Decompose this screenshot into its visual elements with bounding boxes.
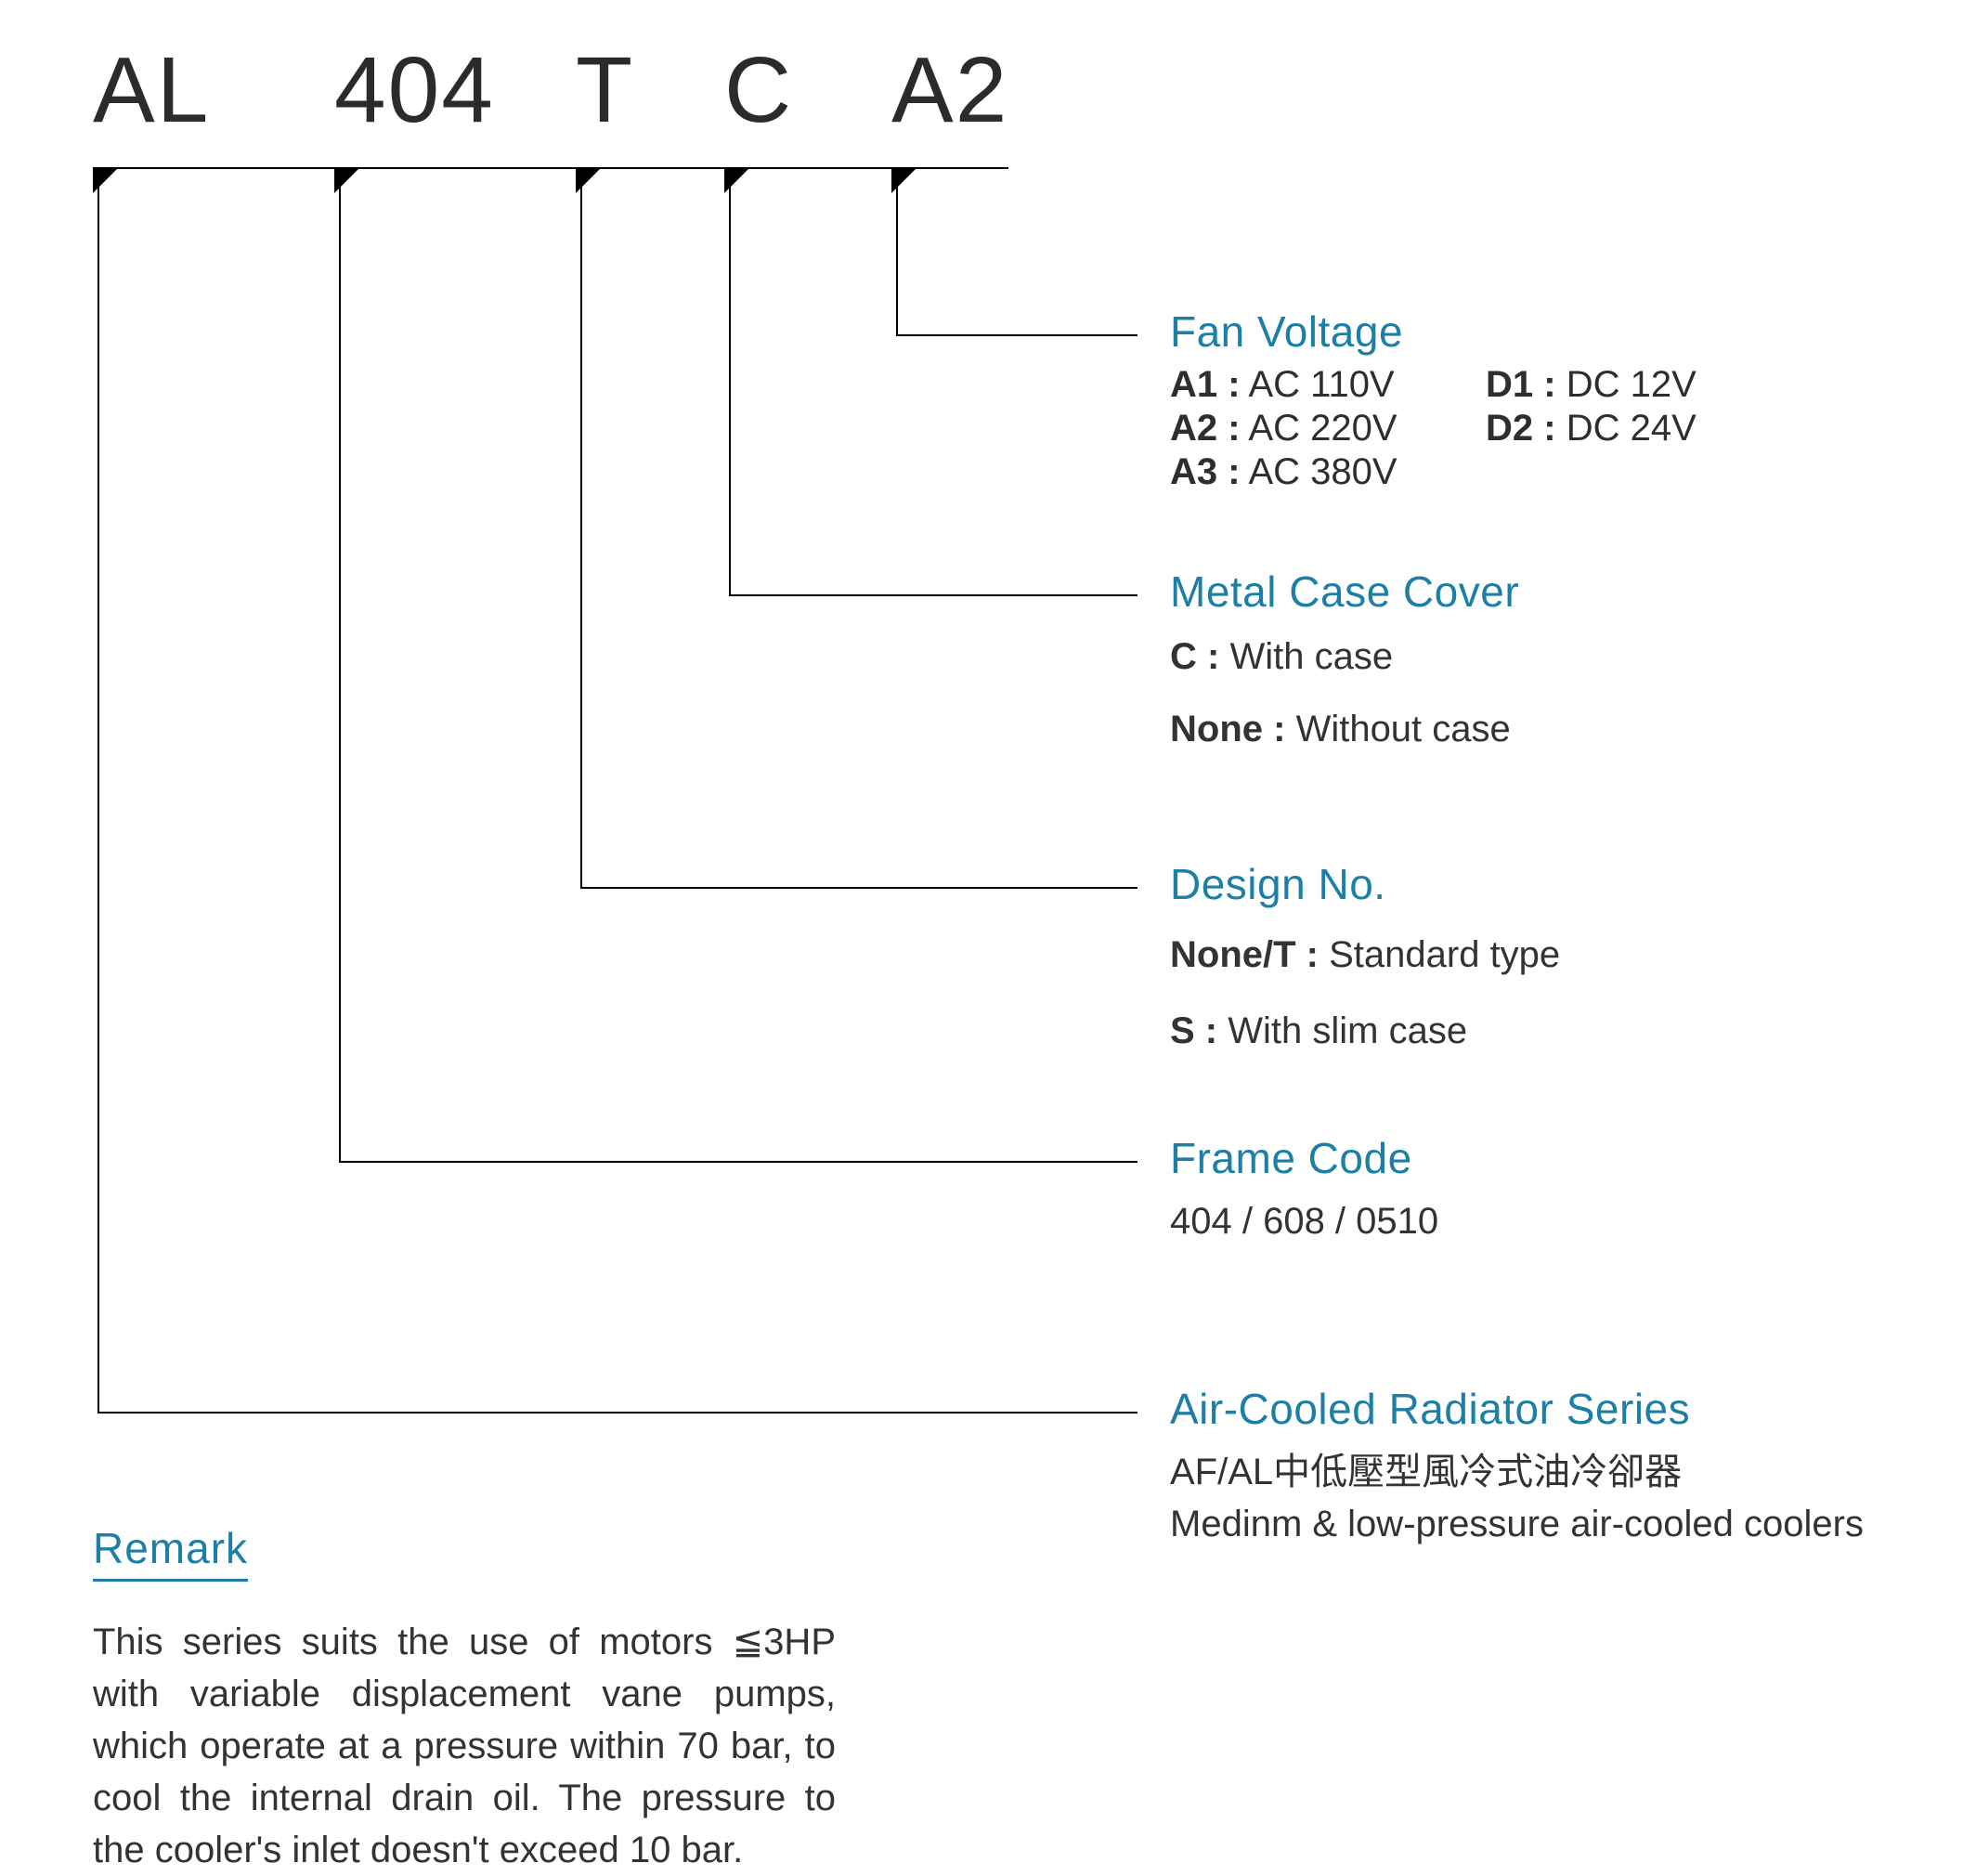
code-seg-5: A2: [891, 37, 1008, 144]
series-block: Air-Cooled Radiator Series AF/AL中低壓型風冷式油…: [1170, 1384, 1950, 1549]
frame-block: Frame Code 404 / 608 / 0510: [1170, 1133, 1950, 1246]
code-seg-2: 404: [334, 37, 495, 144]
frame-title: Frame Code: [1170, 1133, 1950, 1183]
remark-title: Remark: [93, 1523, 248, 1582]
frame-body: 404 / 608 / 0510: [1170, 1196, 1950, 1246]
fan-voltage-block: Fan Voltage A1 : AC 110V D1 : DC 12V A2 …: [1170, 306, 1950, 493]
fan-a2: A2 : AC 220V: [1170, 408, 1476, 449]
vline-3: [580, 167, 582, 887]
series-line1: AF/AL中低壓型風冷式油冷卻器: [1170, 1447, 1950, 1497]
fan-voltage-title: Fan Voltage: [1170, 306, 1950, 357]
metal-case-block: Metal Case Cover C : With case None : Wi…: [1170, 567, 1950, 754]
case-r2: None : Without case: [1170, 704, 1950, 754]
design-title: Design No.: [1170, 859, 1950, 909]
hline-3: [580, 887, 1138, 889]
design-r1: None/T : Standard type: [1170, 930, 1950, 980]
hline-2: [339, 1161, 1138, 1163]
vline-5: [896, 167, 898, 334]
vline-1: [98, 167, 99, 1412]
fan-a3: A3 : AC 380V: [1170, 451, 1476, 493]
vline-4: [729, 167, 731, 594]
top-bracket: [93, 167, 1008, 169]
code-seg-3: T: [576, 37, 634, 144]
series-title: Air-Cooled Radiator Series: [1170, 1384, 1950, 1434]
hline-5: [896, 334, 1138, 336]
metal-case-title: Metal Case Cover: [1170, 567, 1950, 617]
hline-4: [729, 594, 1138, 596]
design-block: Design No. None/T : Standard type S : Wi…: [1170, 859, 1950, 1056]
code-seg-1: AL: [93, 37, 210, 144]
case-r1: C : With case: [1170, 632, 1950, 682]
fan-d1: D1 : DC 12V: [1486, 364, 1774, 406]
fan-d2: D2 : DC 24V: [1486, 408, 1774, 449]
vline-2: [339, 167, 341, 1161]
remark-body: This series suits the use of motors ≦3HP…: [93, 1616, 836, 1876]
hline-1: [98, 1412, 1138, 1414]
fan-a1: A1 : AC 110V: [1170, 364, 1476, 406]
code-seg-4: C: [724, 37, 793, 144]
design-r2: S : With slim case: [1170, 1006, 1950, 1056]
series-line2: Medinm & low-pressure air-cooled coolers: [1170, 1499, 1950, 1549]
